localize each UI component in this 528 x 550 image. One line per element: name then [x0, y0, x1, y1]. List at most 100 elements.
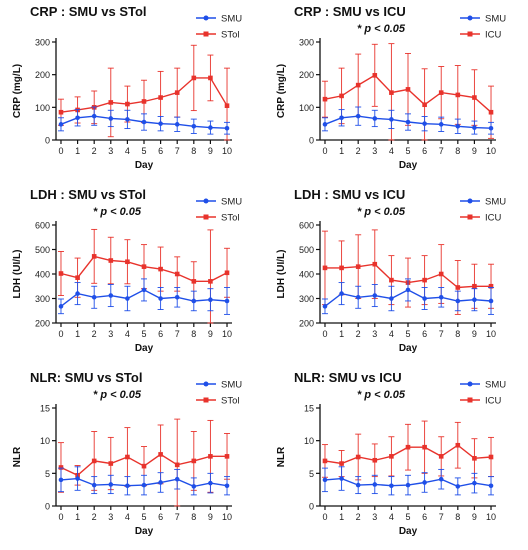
x-tick-label: 7	[175, 329, 180, 339]
x-tick-label: 9	[472, 146, 477, 156]
chart-svg: LDH : SMU vs ICU* p < 0.0520030040050060…	[276, 187, 506, 354]
x-axis-label: Day	[135, 526, 154, 537]
y-axis-label: CRP (mg/L)	[12, 64, 23, 118]
data-point	[322, 122, 328, 127]
x-tick-label: 10	[486, 329, 496, 339]
y-tick-label: 300	[35, 38, 50, 48]
y-tick-label: 600	[299, 221, 314, 231]
data-point	[339, 115, 344, 121]
x-tick-label: 9	[472, 512, 477, 522]
data-point	[125, 483, 130, 489]
data-point	[174, 90, 180, 95]
significance-annotation: * p < 0.05	[93, 206, 142, 218]
data-point	[389, 117, 394, 122]
data-point	[108, 461, 114, 466]
x-tick-label: 0	[58, 329, 63, 339]
legend-label: STol	[221, 213, 239, 224]
data-point	[191, 279, 197, 284]
y-tick-label: 200	[299, 319, 314, 329]
data-point	[108, 293, 114, 298]
data-point	[488, 283, 494, 289]
x-axis-label: Day	[399, 343, 418, 354]
data-point	[389, 483, 394, 489]
y-axis-label: NLR	[276, 446, 287, 467]
y-axis-label: LDH (UI/L)	[12, 250, 23, 299]
x-tick-label: 3	[372, 146, 377, 156]
data-point	[75, 115, 80, 121]
x-tick-label: 7	[439, 329, 444, 339]
legend-marker	[467, 214, 473, 220]
data-point	[455, 442, 461, 448]
data-point	[91, 458, 97, 464]
data-point	[91, 113, 97, 119]
y-tick-label: 0	[309, 502, 314, 512]
y-axis-label: CRP (mg/L)	[276, 64, 287, 118]
data-point	[224, 483, 230, 489]
legend-marker	[203, 198, 209, 204]
data-point	[141, 287, 147, 293]
legend-marker	[467, 381, 473, 387]
chart-ldh-smu-vs-stol: LDH : SMU vs STol * p < 0.05 200 300 400 500 6…	[0, 183, 264, 366]
data-point	[158, 121, 163, 126]
data-point	[472, 283, 477, 289]
data-point	[438, 271, 444, 277]
x-axis-label: Day	[399, 526, 418, 537]
x-tick-label: 9	[208, 512, 213, 522]
legend-label: SMU	[221, 14, 242, 25]
data-point	[488, 125, 494, 131]
data-point	[125, 117, 130, 122]
chart-title: NLR: SMU vs STol	[30, 370, 142, 385]
legend-marker	[203, 381, 209, 387]
data-point	[191, 484, 197, 489]
data-point	[472, 95, 477, 100]
x-tick-label: 7	[439, 512, 444, 522]
x-tick-label: 1	[339, 146, 344, 156]
x-tick-label: 1	[339, 512, 344, 522]
data-point	[339, 461, 344, 466]
legend-marker	[203, 31, 209, 37]
x-tick-label: 8	[191, 512, 196, 522]
x-tick-label: 1	[339, 329, 344, 339]
data-point	[91, 294, 97, 300]
x-tick-label: 1	[75, 329, 80, 339]
data-point	[58, 465, 64, 470]
x-tick-label: 3	[108, 512, 113, 522]
data-point	[108, 258, 114, 263]
legend-marker	[467, 397, 473, 403]
data-point	[455, 285, 461, 290]
legend-marker	[467, 15, 473, 21]
x-tick-label: 6	[422, 146, 427, 156]
y-tick-label: 100	[299, 103, 314, 113]
series-smu	[57, 278, 231, 315]
x-tick-label: 9	[472, 329, 477, 339]
legend-marker	[467, 31, 473, 37]
x-tick-label: 10	[486, 146, 496, 156]
significance-annotation: * p < 0.05	[357, 206, 406, 218]
x-tick-label: 8	[191, 329, 196, 339]
chart-svg: CRP : SMU vs ICU * p < 0.05 0 100 200 300 0 1 2 3…	[276, 4, 506, 171]
y-tick-label: 0	[45, 136, 50, 146]
x-tick-label: 4	[125, 329, 130, 339]
data-point	[355, 482, 361, 488]
data-point	[322, 96, 328, 102]
data-point	[405, 119, 411, 125]
data-point	[191, 123, 197, 129]
legend-label: SMU	[485, 197, 506, 208]
chart-nlr-smu-vs-icu: NLR: SMU vs ICU * p < 0.05 0 5 10 15 0 1 2 3 4 5 6 7 8…	[264, 366, 528, 549]
data-point	[422, 121, 427, 126]
series-smu	[57, 106, 231, 135]
chart-title: LDH : SMU vs STol	[30, 187, 146, 202]
data-point	[224, 270, 230, 276]
x-tick-label: 1	[75, 146, 80, 156]
data-point	[75, 275, 80, 280]
chart-svg: NLR: SMU vs ICU * p < 0.05 0 5 10 15 0 1 2 3 4 5 6 7 8…	[276, 370, 506, 537]
chart-crp-smu-vs-icu: CRP : SMU vs ICU * p < 0.05 0 100 200 300 0 1 2 3…	[264, 0, 528, 183]
data-point	[208, 297, 213, 303]
legend-label: SMU	[221, 380, 242, 391]
data-point	[75, 291, 80, 296]
x-tick-label: 7	[439, 146, 444, 156]
x-tick-label: 3	[372, 512, 377, 522]
data-point	[58, 271, 64, 276]
significance-annotation: * p < 0.05	[93, 389, 142, 401]
legend-label: SMU	[485, 14, 506, 25]
